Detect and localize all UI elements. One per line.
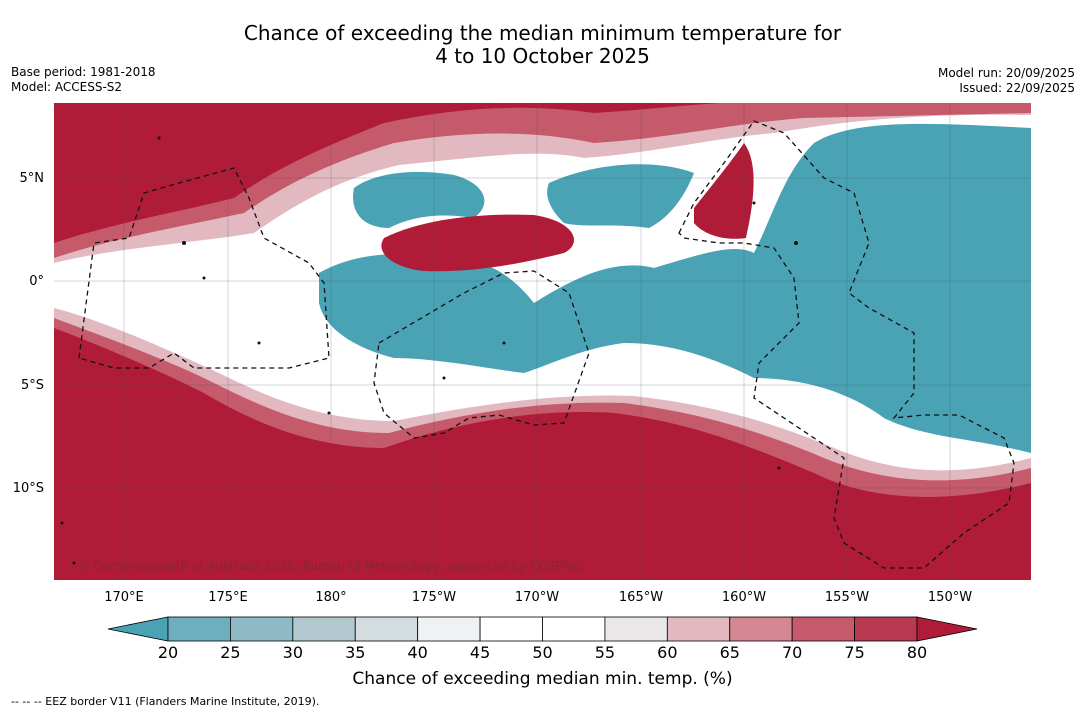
colorbar-tick-label: 45 [469, 643, 491, 662]
longitude-label-170e: 170°E [104, 590, 144, 605]
longitude-label-165w: 165°W [618, 590, 664, 605]
low-chance-region-north-east [547, 164, 694, 228]
longitude-label-155w: 155°W [824, 590, 870, 605]
eez-borders [78, 120, 1015, 569]
colorbar-cell [417, 616, 481, 642]
longitude-label-180: 180° [315, 590, 347, 605]
longitude-label-160w: 160°W [721, 590, 767, 605]
forecast-map[interactable] [54, 103, 1031, 580]
model-run: Model run: 20/09/2025 [937, 66, 1075, 80]
high-chance-patch-1 [381, 214, 574, 272]
colorbar-label: Chance of exceeding median min. temp. (%… [352, 669, 733, 689]
copyright-notice: © Commonwealth of Australia 2025, Bureau… [78, 559, 584, 573]
graticule [54, 103, 1031, 580]
colorbar-cells [107, 616, 978, 642]
model-name: Model: ACCESS-S2 [11, 80, 123, 94]
colorbar-max-extension [916, 616, 978, 642]
forecast-map-canvas [54, 103, 1031, 580]
colorbar-tick-label: 70 [781, 643, 803, 662]
colorbar-cell [791, 616, 855, 642]
colorbar-tick-label: 25 [220, 643, 241, 662]
colorbar-cell [729, 616, 793, 642]
map-title-line-1: Chance of exceeding the median minimum t… [243, 21, 842, 45]
eez-border-legend: -- -- -- EEZ border V11 (Flanders Marine… [11, 695, 320, 708]
map-title-line-2: 4 to 10 October 2025 [435, 44, 650, 68]
colorbar-min-extension [107, 616, 169, 642]
low-chance-region-central [319, 123, 1031, 454]
colorbar-cell [292, 616, 356, 642]
colorbar-tick-label: 80 [906, 643, 928, 662]
colorbar-tick-label: 35 [345, 643, 366, 662]
longitude-label-175w: 175°W [411, 590, 457, 605]
latitude-label-5n: 5°N [19, 171, 45, 186]
latitude-label-5s: 5°S [20, 378, 44, 393]
islands [60, 136, 798, 565]
colorbar-tick-label: 65 [719, 643, 740, 662]
base-period: Base period: 1981-2018 [11, 65, 156, 79]
longitude-label-175e: 175°E [208, 590, 248, 605]
colorbar-tick-label: 55 [594, 643, 616, 662]
latitude-label-10s: 10°S [12, 481, 44, 496]
colorbar-cell [479, 616, 543, 642]
colorbar-cell [354, 616, 419, 642]
longitude-label-170w: 170°W [514, 590, 560, 605]
longitude-label-150w: 150°W [927, 590, 973, 605]
colorbar-tick-label: 30 [282, 643, 303, 662]
colorbar-tick-label: 60 [657, 643, 678, 662]
colorbar-cell [167, 616, 231, 642]
colorbar-cell [666, 616, 731, 642]
colorbar-tick-label: 20 [157, 643, 179, 662]
colorbar-tick-label: 75 [844, 643, 865, 662]
colorbar-cell [230, 616, 294, 642]
colorbar-tick-label: 40 [407, 643, 428, 662]
meta-left: Base period: 1981-2018 Model: ACCESS-S2 [11, 65, 156, 95]
issued-date: Issued: 22/09/2025 [959, 81, 1075, 95]
meta-right: Model run: 20/09/2025 Issued: 22/09/2025 [938, 66, 1075, 96]
latitude-label-0: 0° [29, 274, 44, 289]
colorbar-tick-label: 50 [532, 643, 553, 662]
low-chance-region-north [353, 171, 485, 228]
colorbar-cell [854, 616, 918, 642]
high-chance-patch-2 [694, 143, 754, 239]
colorbar-cell [542, 616, 606, 642]
colorbar-cell [604, 616, 668, 642]
